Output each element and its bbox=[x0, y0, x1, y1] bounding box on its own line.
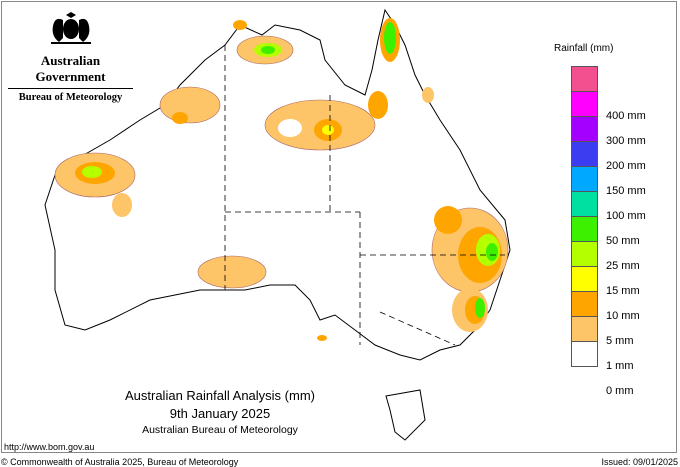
legend-swatch bbox=[571, 116, 598, 142]
rain-kimberley bbox=[159, 86, 221, 124]
legend-swatch bbox=[571, 166, 598, 192]
legend-swatch bbox=[571, 266, 598, 292]
legend-swatch bbox=[571, 66, 598, 92]
legend-label: 1 mm bbox=[606, 360, 634, 372]
legend-swatch bbox=[571, 191, 598, 217]
agency-name: Bureau of Meteorology bbox=[18, 92, 123, 103]
legend-swatch bbox=[571, 291, 598, 317]
legend-title: Rainfall (mm) bbox=[554, 43, 614, 54]
org-name: Australian Government bbox=[8, 53, 133, 89]
rainfall-legend: Rainfall (mm) 400 mm 300 mm 200 mm 150 mm 10… bbox=[554, 43, 646, 397]
legend-label: 300 mm bbox=[606, 135, 646, 147]
map-source: Australian Bureau of Meteorology bbox=[142, 424, 298, 436]
legend-swatch bbox=[571, 241, 598, 267]
legend-swatch bbox=[571, 316, 598, 342]
rain-sa bbox=[197, 255, 267, 289]
legend-label: 15 mm bbox=[606, 285, 640, 297]
issued-date: Issued: 09/01/2025 bbox=[601, 457, 678, 467]
legend-swatch bbox=[571, 91, 598, 117]
legend-label: 0 mm bbox=[606, 385, 634, 397]
rainfall-areas bbox=[54, 18, 509, 341]
legend-swatch bbox=[571, 341, 598, 367]
tasmania-outline bbox=[385, 389, 426, 441]
legend-label: 100 mm bbox=[606, 210, 646, 222]
legend-swatch bbox=[571, 141, 598, 167]
map-date: 9th January 2025 bbox=[169, 406, 271, 421]
legend-label: 5 mm bbox=[606, 335, 634, 347]
legend-label: 200 mm bbox=[606, 160, 646, 172]
legend-label: 10 mm bbox=[606, 310, 640, 322]
legend-label: 25 mm bbox=[606, 260, 640, 272]
map-title: Australian Rainfall Analysis (mm) bbox=[124, 388, 315, 403]
state-borders bbox=[224, 45, 505, 346]
bom-url-link[interactable]: http://www.bom.gov.au bbox=[4, 442, 95, 452]
map-frame bbox=[1, 1, 677, 453]
legend-label: 50 mm bbox=[606, 235, 640, 247]
agency-logo: Australian Government Bureau of Meteorol… bbox=[8, 12, 133, 103]
legend-label: 150 mm bbox=[606, 185, 646, 197]
legend-label: 400 mm bbox=[606, 110, 646, 122]
coat-of-arms-icon bbox=[50, 12, 91, 44]
mainland-outline bbox=[44, 8, 511, 361]
copyright: © Commonwealth of Australia 2025, Bureau… bbox=[1, 457, 239, 467]
legend-swatch bbox=[571, 216, 598, 242]
